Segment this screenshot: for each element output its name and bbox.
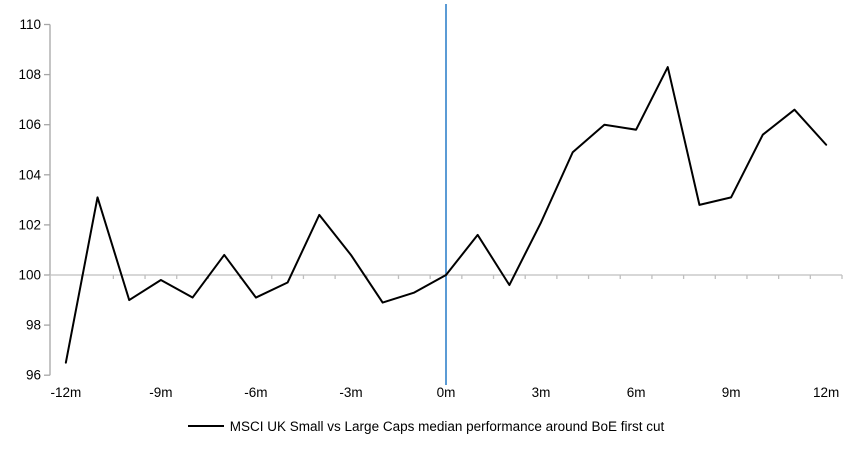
chart-legend: MSCI UK Small vs Large Caps median perfo…	[0, 415, 852, 437]
x-tick-label: -3m	[339, 385, 362, 400]
x-tick-label: -6m	[244, 385, 267, 400]
y-tick-label: 108	[18, 67, 41, 82]
series-line	[64, 66, 828, 364]
legend-line-swatch	[187, 425, 224, 427]
y-tick-label: 100	[18, 268, 41, 283]
y-tick-label: 98	[26, 318, 41, 333]
y-tick-label: 110	[19, 17, 41, 32]
x-tick-label: -9m	[149, 385, 172, 400]
x-tick-label: -12m	[50, 385, 81, 400]
x-tick-label: 3m	[532, 385, 551, 400]
x-tick-label: 12m	[813, 385, 839, 400]
y-tick-label: 104	[18, 167, 41, 182]
y-tick-label: 102	[18, 217, 41, 232]
y-tick-label: 96	[26, 368, 41, 383]
legend-label: MSCI UK Small vs Large Caps median perfo…	[229, 418, 665, 434]
y-axis: 96 98 100 102 104 106 108 110	[18, 17, 51, 383]
y-tick-label: 106	[18, 117, 41, 132]
x-axis: -12m -9m -6m -3m 0m 3m 6m 9m 12m	[49, 274, 843, 400]
x-tick-label: 9m	[722, 385, 741, 400]
x-tick-label: 0m	[437, 385, 456, 400]
x-tick-label: 6m	[627, 385, 646, 400]
